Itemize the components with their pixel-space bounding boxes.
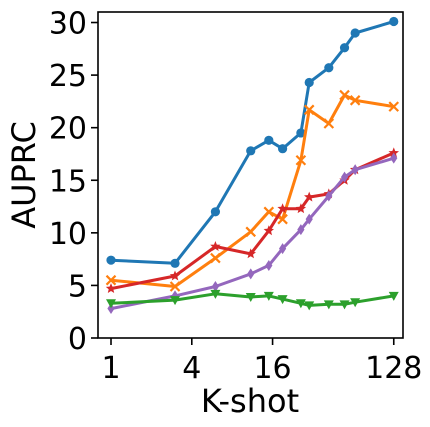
data-point xyxy=(263,291,274,301)
data-point xyxy=(277,144,288,154)
data-point xyxy=(350,28,360,38)
data-point xyxy=(295,203,307,214)
data-point xyxy=(107,303,115,315)
data-point xyxy=(169,270,181,281)
data-point xyxy=(170,296,181,306)
y-tick-label: 15 xyxy=(49,164,87,199)
data-point xyxy=(296,128,306,138)
y-axis-label: AUPRC xyxy=(5,121,43,229)
data-point xyxy=(339,43,350,53)
data-point xyxy=(388,101,400,112)
data-point xyxy=(323,300,334,310)
x-tick-label: 4 xyxy=(182,351,201,386)
data-point xyxy=(106,299,117,309)
data-point xyxy=(106,255,116,265)
data-point xyxy=(388,147,399,158)
x-axis-label: K-shot xyxy=(201,382,299,420)
data-point xyxy=(304,191,315,202)
data-point xyxy=(210,252,221,264)
data-point xyxy=(210,241,221,251)
data-point xyxy=(295,299,306,309)
y-tick-label: 20 xyxy=(49,112,87,147)
data-point xyxy=(297,224,305,236)
data-point xyxy=(389,16,399,27)
data-point xyxy=(278,243,287,255)
data-point xyxy=(304,301,315,311)
y-tick-label: 10 xyxy=(49,217,87,252)
data-point xyxy=(351,164,359,176)
data-point xyxy=(265,259,273,271)
data-point xyxy=(305,213,313,225)
data-point xyxy=(210,207,221,217)
data-point xyxy=(210,289,221,299)
y-tick-label: 30 xyxy=(49,7,87,42)
data-point xyxy=(105,274,117,286)
data-point xyxy=(350,298,361,308)
data-point xyxy=(264,135,274,145)
plot-frame xyxy=(97,11,404,339)
data-point xyxy=(245,292,256,302)
series-group xyxy=(105,16,400,315)
x-tick-label: 16 xyxy=(253,351,291,386)
x-tick-label: 1 xyxy=(101,351,120,386)
data-point xyxy=(349,95,361,106)
data-point xyxy=(325,190,333,202)
data-point xyxy=(303,104,315,116)
series-line xyxy=(110,93,395,288)
data-point xyxy=(263,225,274,236)
data-point xyxy=(170,258,180,268)
data-point xyxy=(388,291,399,301)
data-point xyxy=(245,248,256,259)
data-point xyxy=(245,226,257,238)
data-point xyxy=(340,171,349,183)
y-axis: 0 5 10 15 20 25 30 xyxy=(49,7,98,357)
data-point xyxy=(339,300,350,310)
y-tick-label: 5 xyxy=(68,269,87,304)
data-point xyxy=(295,154,307,166)
data-point xyxy=(277,203,288,214)
data-point xyxy=(105,283,117,293)
data-point xyxy=(211,280,220,292)
data-point xyxy=(169,281,181,292)
data-point xyxy=(339,89,350,101)
data-point xyxy=(277,295,288,305)
x-tick-label: 128 xyxy=(365,351,422,386)
data-point xyxy=(324,63,334,73)
data-point xyxy=(304,77,314,88)
x-axis: 1 4 16 128 xyxy=(101,338,422,386)
series-line xyxy=(110,20,395,265)
data-point xyxy=(247,268,255,280)
y-tick-label: 0 xyxy=(68,322,87,357)
y-tick-label: 25 xyxy=(49,59,87,94)
data-point xyxy=(263,206,275,218)
data-point xyxy=(246,146,256,156)
data-point xyxy=(323,118,335,129)
data-point xyxy=(390,152,398,164)
